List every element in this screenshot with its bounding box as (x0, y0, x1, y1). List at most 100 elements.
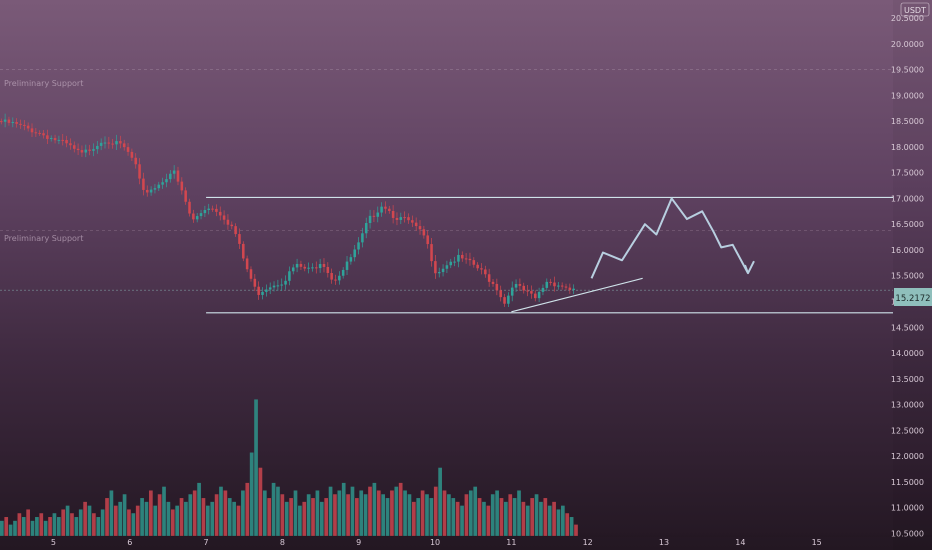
volume-bar (333, 494, 337, 536)
candle-body (341, 269, 345, 276)
volume-bar (61, 509, 66, 536)
candle-body (468, 258, 472, 261)
volume-bar (455, 501, 460, 536)
candle-body (549, 281, 552, 283)
volume-bar (245, 482, 250, 536)
time-tick-label: 14 (735, 538, 745, 547)
candle-body (92, 149, 95, 151)
volume-bar (284, 501, 289, 536)
candle-body (430, 244, 433, 262)
volume-bar (170, 509, 175, 536)
volume-bar (118, 501, 123, 536)
volume-bar (482, 501, 486, 536)
volume-bar (534, 494, 539, 536)
volume-bar (381, 494, 385, 536)
candle-body (507, 295, 510, 304)
candle-body (357, 242, 360, 250)
price-axis: 20.5000 20.0000 19.5000 19.0000 18.5000 18.00… (891, 0, 932, 550)
candle-layer (0, 113, 575, 307)
price-tick-label: 14.5000 (891, 323, 924, 332)
volume-bar (271, 482, 276, 536)
volume-bar (223, 490, 228, 536)
preliminary-support-lower-label: Preliminary Support (4, 234, 83, 243)
volume-bar (363, 494, 368, 536)
candle-body (11, 122, 15, 124)
volume-bar (254, 399, 258, 536)
volume-bar (162, 486, 166, 536)
volume-bar (205, 505, 210, 536)
candle-body (364, 223, 368, 234)
time-tick-label: 9 (356, 538, 361, 547)
volume-bar (48, 517, 52, 536)
volume-bar (468, 490, 473, 536)
candle-body (564, 286, 568, 288)
volume-bar (214, 494, 219, 536)
volume-bar (319, 501, 324, 536)
volume-bar (337, 490, 342, 536)
candle-body (7, 119, 11, 123)
candle-body (334, 279, 337, 281)
volume-bar (306, 494, 311, 536)
candle-body (403, 217, 406, 219)
candle-body (487, 274, 491, 282)
volume-bar (398, 482, 403, 536)
volume-bar (293, 490, 298, 536)
candle-body (19, 123, 22, 125)
candle-body (560, 285, 564, 287)
volume-bar (499, 498, 504, 536)
price-tick-label: 12.0000 (891, 452, 924, 461)
volume-bar (100, 509, 105, 536)
candle-body (461, 254, 464, 259)
volume-bar (127, 509, 131, 536)
candle-body (338, 275, 341, 281)
currency-badge[interactable]: USDT (900, 2, 930, 17)
volume-bar (556, 509, 561, 536)
candle-body (572, 288, 575, 291)
volume-bar (569, 517, 574, 536)
candle-body (172, 170, 176, 174)
candle-body (495, 283, 499, 291)
volume-bar (390, 490, 394, 536)
volume-bar (341, 482, 346, 536)
volume-bar (385, 498, 390, 536)
volume-bar (447, 494, 451, 536)
candle-body (161, 182, 164, 185)
candle-body (557, 285, 560, 287)
time-tick-label: 8 (280, 538, 285, 547)
price-tick-label: 12.5000 (891, 426, 924, 435)
candle-body (288, 271, 291, 281)
candle-body (503, 297, 506, 304)
volume-bar (52, 513, 57, 536)
price-tick-label: 19.5000 (891, 66, 924, 75)
candle-body (80, 150, 84, 153)
volume-bar (166, 501, 171, 536)
candle-body (280, 284, 283, 286)
candle-body (303, 266, 307, 269)
candle-body (42, 133, 45, 136)
volume-bar (153, 505, 158, 536)
volume-bar (175, 505, 179, 536)
volume-bar (407, 494, 412, 536)
volume-bar (464, 494, 469, 536)
candle-body (322, 264, 326, 267)
volume-bar (512, 498, 517, 536)
candle-body (418, 226, 422, 230)
candle-body (69, 143, 72, 146)
candle-body (38, 132, 41, 134)
volume-bar (403, 490, 407, 536)
candle-body (510, 287, 514, 296)
candle-body (449, 261, 453, 266)
volume-bar (56, 517, 61, 536)
candle-body (84, 149, 88, 153)
level-lines (0, 69, 893, 314)
candle-body (284, 280, 287, 285)
candle-body (218, 211, 222, 216)
candle-body (30, 128, 34, 133)
projection-arrowhead (744, 260, 755, 275)
volume-bar (411, 501, 416, 536)
candle-body (545, 281, 549, 288)
candle-body (122, 143, 126, 148)
candle-body (211, 208, 214, 210)
